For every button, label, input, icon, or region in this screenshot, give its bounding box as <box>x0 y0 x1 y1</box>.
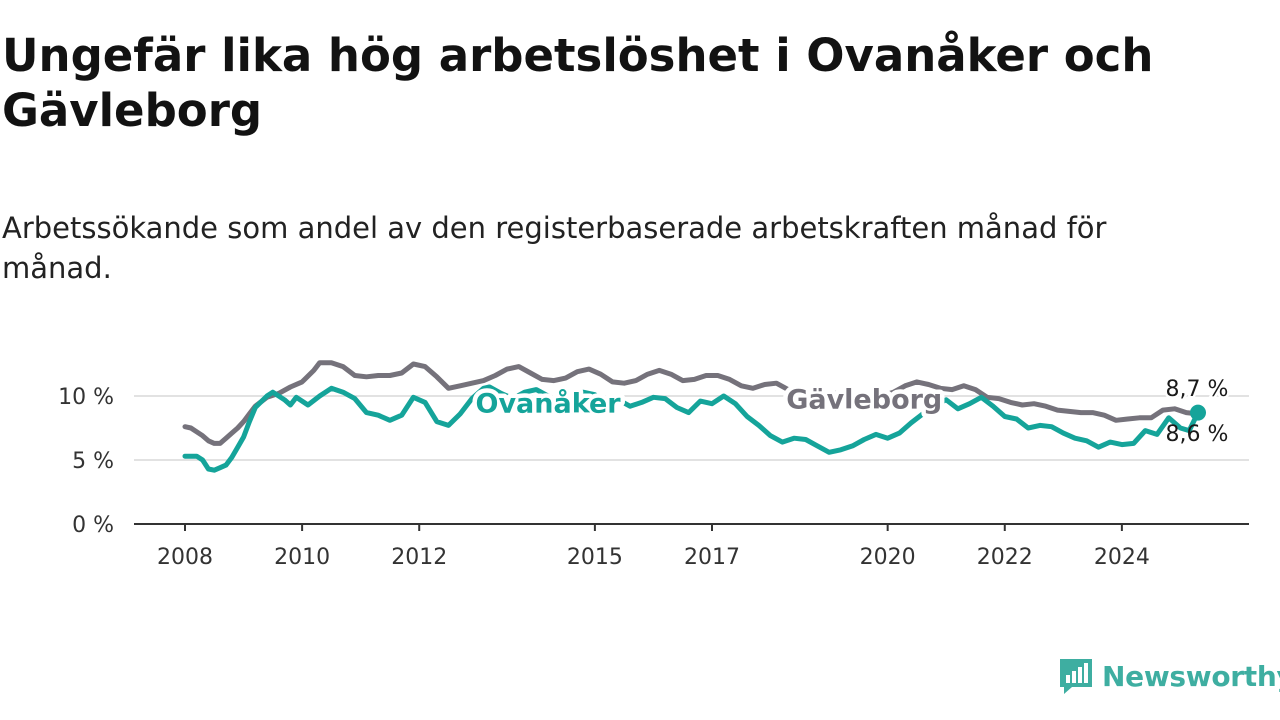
newsworthy-logo[interactable]: Newsworthy <box>1058 654 1280 698</box>
end-point-marker <box>1190 404 1206 421</box>
newsworthy-logo-text: Newsworthy <box>1102 659 1280 693</box>
chart-title: Ungefär lika hög arbetslöshet i Ovanåker… <box>2 29 1154 137</box>
x-tick-label: 2008 <box>157 545 213 570</box>
end-value-label-gavleborg: 8,6 % <box>1166 422 1229 447</box>
end-value-label-ovanaker: 8,7 % <box>1166 377 1229 402</box>
y-tick-label: 5 % <box>72 449 114 474</box>
series-line-ovanåker <box>182 384 1201 473</box>
x-tick-label: 2024 <box>1094 545 1150 570</box>
series-line-gävleborg <box>182 360 1201 446</box>
x-tick-label: 2015 <box>567 545 623 570</box>
y-tick-label: 0 % <box>72 513 114 538</box>
y-tick-label: 10 % <box>58 385 114 410</box>
series-label-ovanåker: Ovanåker <box>476 387 622 419</box>
x-tick-label: 2022 <box>977 545 1033 570</box>
x-tick-label: 2010 <box>274 545 330 570</box>
newsworthy-logo-icon <box>1060 659 1092 694</box>
series-label-gävleborg: Gävleborg <box>786 385 942 416</box>
x-tick-label: 2012 <box>391 545 447 570</box>
x-tick-label: 2017 <box>684 545 740 570</box>
chart-subtitle: Arbetssökande som andel av den registerb… <box>2 211 1107 285</box>
x-tick-label: 2020 <box>860 545 916 570</box>
